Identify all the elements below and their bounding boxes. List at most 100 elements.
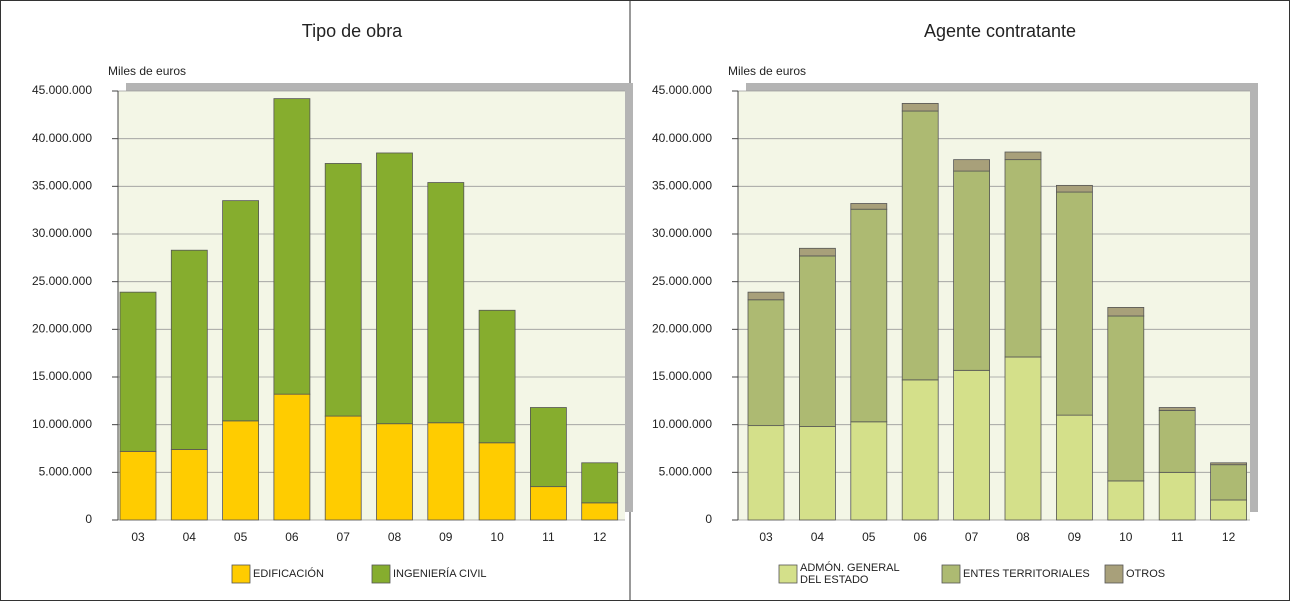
x-tick-label: 06 [285,530,299,544]
bar-segment [953,170,990,371]
bar-segment [1004,151,1042,161]
bar-segment [427,422,465,521]
bar-segment [1210,464,1247,501]
legend-label: ADMÓN. GENERAL DEL ESTADO [800,562,900,586]
y-axis-label: Miles de euros [108,64,186,78]
bar-segment [747,425,785,521]
y-tick-label: 10.000.000 [32,417,92,431]
x-tick-label: 10 [490,530,504,544]
bar-segment [376,152,413,425]
y-tick-label: 0 [85,512,92,526]
bar-segment [222,200,260,422]
bar-segment [1107,480,1145,521]
bar-segment [273,393,311,521]
bar-segment [1210,462,1247,466]
x-tick-label: 12 [1222,530,1236,544]
x-tick-label: 07 [965,530,979,544]
x-tick-label: 06 [914,530,928,544]
y-tick-label: 20.000.000 [652,322,712,336]
bar-segment [799,426,836,521]
x-tick-label: 07 [337,530,351,544]
y-axis-label: Miles de euros [728,64,806,78]
legend-text: OTROS [1126,568,1166,580]
legend-text: INGENIERÍA CIVIL [393,568,487,580]
bar-segment [901,102,939,112]
bar-segment [747,299,785,427]
legend-label: EDIFICACIÓN [253,568,324,580]
bar-segment [324,163,362,417]
bar-segment [1158,407,1196,411]
x-tick-label: 12 [593,530,607,544]
bar-segment [1056,414,1093,521]
x-tick-label: 08 [1016,530,1030,544]
legend-swatch [1104,564,1124,584]
y-tick-label: 20.000.000 [32,322,92,336]
bar-segment [1056,184,1093,193]
legend-swatch [371,564,391,584]
legend-swatch [231,564,251,584]
bar-segment [1158,409,1196,473]
y-tick-label: 0 [705,512,712,526]
legend-swatch [778,564,798,584]
bar-segment [581,502,619,521]
y-tick-label: 45.000.000 [32,83,92,97]
bar-segment [170,249,208,450]
bar-segment [324,415,362,521]
bar-segment [1056,191,1093,416]
y-tick-label: 15.000.000 [652,369,712,383]
x-tick-label: 08 [388,530,402,544]
legend-text: ADMÓN. GENERAL DEL ESTADO [800,562,900,586]
bar-segment [222,420,260,521]
chart-title: Tipo de obra [302,21,403,41]
x-tick-label: 10 [1119,530,1133,544]
x-tick-label: 03 [131,530,145,544]
bar-segment [953,159,990,172]
y-tick-label: 10.000.000 [652,417,712,431]
legend-swatch [941,564,961,584]
legend-text: EDIFICACIÓN [253,568,324,580]
x-tick-label: 09 [1068,530,1082,544]
chart-title: Agente contratante [924,21,1076,41]
y-tick-label: 25.000.000 [652,274,712,288]
bar-segment [901,379,939,521]
legend-text: ENTES TERRITORIALES [963,568,1090,580]
x-tick-label: 11 [542,530,555,544]
bar-segment [119,450,157,521]
bar-segment [850,421,888,521]
bar-segment [376,423,413,521]
bar-segment [427,182,465,424]
bar-segment [953,369,990,521]
y-tick-label: 35.000.000 [32,179,92,193]
bar-segment [850,203,888,210]
y-tick-label: 30.000.000 [652,226,712,240]
bar-segment [478,442,516,521]
x-tick-label: 05 [234,530,248,544]
bar-segment [1107,307,1145,317]
y-tick-label: 40.000.000 [652,131,712,145]
bar-segment [799,255,836,427]
bar-segment [530,407,567,488]
y-tick-label: 40.000.000 [32,131,92,145]
x-tick-label: 11 [1171,530,1184,544]
bar-segment [901,110,939,381]
legend-label: OTROS [1126,568,1166,580]
bar-segment [530,486,567,521]
x-tick-label: 09 [439,530,453,544]
bar-segment [799,247,836,257]
bar-segment [1158,471,1196,521]
bar-segment [119,291,157,452]
y-tick-label: 25.000.000 [32,274,92,288]
bar-segment [850,208,888,423]
bar-segment [1210,499,1247,521]
y-tick-label: 45.000.000 [652,83,712,97]
bar-segment [273,98,311,395]
y-tick-label: 5.000.000 [39,465,93,479]
bar-segment [1004,356,1042,521]
bar-segment [170,449,208,521]
x-tick-label: 04 [811,530,825,544]
bar-segment [1107,315,1145,482]
bar-segment [1004,159,1042,358]
bar-segment [581,462,619,504]
y-tick-label: 35.000.000 [652,179,712,193]
